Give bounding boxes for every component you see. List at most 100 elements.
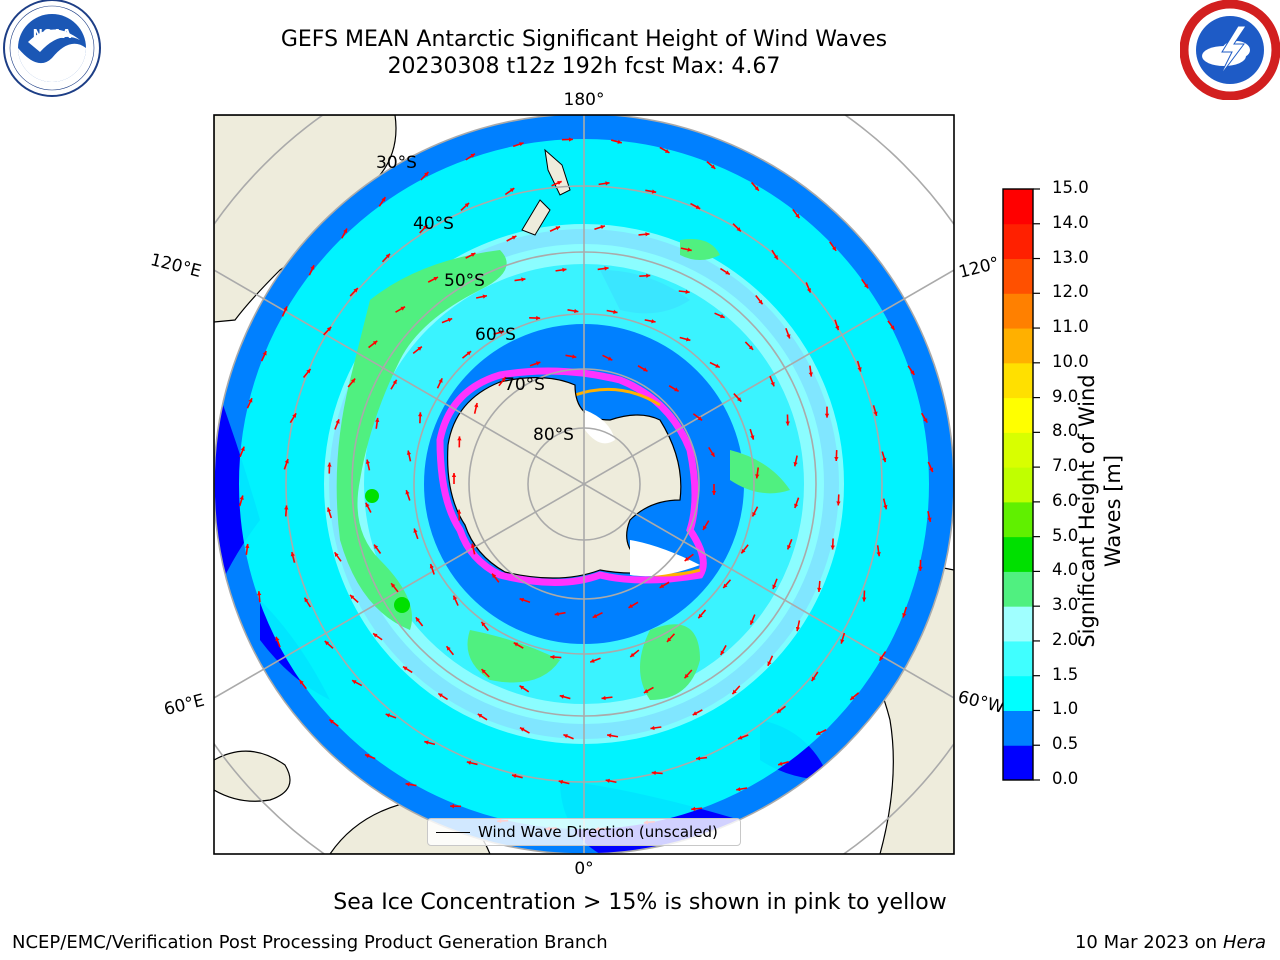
wave-direction-arrowhead: [400, 306, 406, 311]
wave-direction-arrowhead: [795, 213, 800, 219]
wave-direction-arrowhead: [451, 473, 457, 477]
wave-direction-arrowhead: [720, 650, 725, 656]
credit-right: 10 Mar 2023 on Hera: [1075, 932, 1266, 953]
wave-direction-arrowhead: [695, 204, 701, 209]
wave-direction-arrowhead: [557, 180, 562, 185]
wave-direction-arrowhead: [754, 186, 759, 191]
map-frame: [213, 114, 955, 855]
legend-line-sample: [436, 832, 470, 833]
colorbar-tick-label: 9.0: [1052, 386, 1079, 406]
wave-direction-arrowhead: [883, 504, 888, 510]
lon-label-60e: 60°E: [162, 691, 206, 720]
wave-direction-arrowhead: [438, 693, 443, 698]
lat-label-60: 60°S: [475, 325, 516, 345]
wave-direction-arrowhead: [646, 273, 651, 278]
wave-direction-arrowhead: [840, 639, 845, 644]
wave-direction-arrowhead: [685, 289, 690, 294]
colorbar-tick-label: 6.0: [1052, 490, 1079, 510]
wave-direction-arrowhead: [353, 288, 358, 293]
wind-wave-arrows: [238, 137, 934, 832]
wave-direction-arrowhead: [275, 636, 280, 642]
wave-direction-arrowhead: [674, 387, 679, 392]
wave-direction-arrowhead: [464, 202, 470, 208]
wave-direction-arrowhead: [519, 142, 524, 147]
colorbar-tick-label: 8.0: [1052, 421, 1079, 441]
wave-direction-arrowhead: [737, 735, 743, 740]
graticule: [214, 115, 954, 854]
wave-direction-arrowhead: [364, 754, 370, 759]
wave-direction-arrowhead: [725, 270, 730, 275]
wave-direction-arrowhead: [793, 461, 798, 467]
map-legend: Wind Wave Direction (unscaled): [427, 818, 741, 846]
wave-direction-arrowhead: [692, 711, 698, 716]
wave-direction-arrowhead: [710, 452, 715, 457]
wave-direction-arrowhead: [643, 689, 649, 693]
colorbar-segment: [1003, 710, 1033, 746]
wave-direction-arrowhead: [882, 457, 887, 463]
wave-direction-arrowhead: [770, 381, 775, 387]
wave-direction-arrowhead: [304, 597, 309, 603]
wave-direction-arrowhead: [492, 573, 497, 579]
chart-subtitle: 20230308 t12z 192h fcst Max: 4.67: [387, 54, 781, 79]
colorbar-tick-label: 14.0: [1052, 212, 1089, 232]
colorbar-tick-label: 3.0: [1052, 595, 1079, 615]
wave-direction-arrowhead: [767, 661, 772, 666]
wave-direction-arrowhead: [710, 164, 716, 169]
wave-direction-arrowhead: [562, 267, 567, 273]
wave-direction-arrowhead: [778, 761, 783, 766]
wave-direction-arrowhead: [558, 779, 564, 785]
wave-direction-arrowhead: [550, 654, 555, 660]
wave-direction-arrowhead: [466, 760, 472, 765]
wave-direction-arrowhead: [374, 544, 379, 550]
wave-direction-arrowhead: [755, 474, 760, 479]
colorbar-tick-label: 1.0: [1052, 699, 1079, 719]
wave-direction-arrowhead: [482, 294, 487, 299]
wave-direction-arrowhead: [836, 501, 841, 506]
wave-direction-arrowhead: [519, 727, 525, 732]
wave-direction-arrowhead: [324, 641, 330, 646]
colorbar-segment: [1003, 189, 1033, 225]
wave-direction-arrowhead: [923, 418, 928, 423]
wave-direction-arrowhead: [424, 740, 429, 745]
lon-label-60w: 60°W: [956, 687, 1007, 718]
chart-title: GEFS MEAN Antarctic Significant Height o…: [280, 27, 888, 52]
lon-label-0: 0°: [574, 859, 593, 879]
wave-direction-arrowhead: [457, 436, 462, 441]
lat-label-70: 70°S: [504, 375, 545, 395]
colorbar-title: Significant Height of Wind Waves [m]: [1074, 361, 1126, 661]
wave-direction-arrowhead: [748, 345, 754, 350]
nws-logo-icon: [1180, 0, 1280, 100]
colorbar: [1003, 188, 1040, 781]
wave-direction-arrowhead: [857, 367, 862, 372]
wave-direction-arrowhead: [418, 412, 423, 417]
wave-direction-arrowhead: [696, 756, 701, 761]
wave-direction-arrowhead: [381, 197, 386, 202]
wave-direction-arrowhead: [470, 153, 475, 158]
credit-host: Hera: [1222, 932, 1266, 953]
wave-direction-arrowhead: [555, 226, 561, 231]
colorbar-segment: [1003, 432, 1033, 468]
wave-direction-arrowhead: [572, 354, 577, 359]
wave-direction-arrowhead: [835, 325, 840, 331]
wave-direction-arrowhead: [352, 680, 357, 685]
wave-direction-arrowhead: [834, 456, 839, 462]
colorbar-tick-label: 12.0: [1052, 282, 1089, 302]
lat-label-40: 40°S: [413, 214, 454, 234]
wave-direction-arrowhead: [605, 778, 610, 784]
wave-direction-arrowhead: [326, 326, 332, 332]
wave-direction-arrowhead: [350, 378, 356, 383]
wave-direction-arrowhead: [776, 708, 782, 713]
wave-direction-arrowhead: [645, 232, 650, 237]
wave-direction-arrowhead: [605, 181, 610, 186]
wave-direction-arrowhead: [284, 505, 289, 510]
wave-direction-arrowhead: [334, 552, 339, 557]
lon-label-180: 180°: [564, 90, 605, 110]
wave-direction-arrowhead: [292, 413, 297, 418]
wave-direction-arrowhead: [521, 277, 526, 282]
wave-direction-arrowhead: [816, 730, 821, 735]
wave-direction-arrowhead: [415, 617, 420, 622]
wave-direction-arrowhead: [433, 276, 438, 281]
wave-direction-arrowhead: [536, 315, 541, 321]
wave-direction-arrowhead: [385, 253, 391, 259]
colorbar-segment: [1003, 606, 1033, 642]
